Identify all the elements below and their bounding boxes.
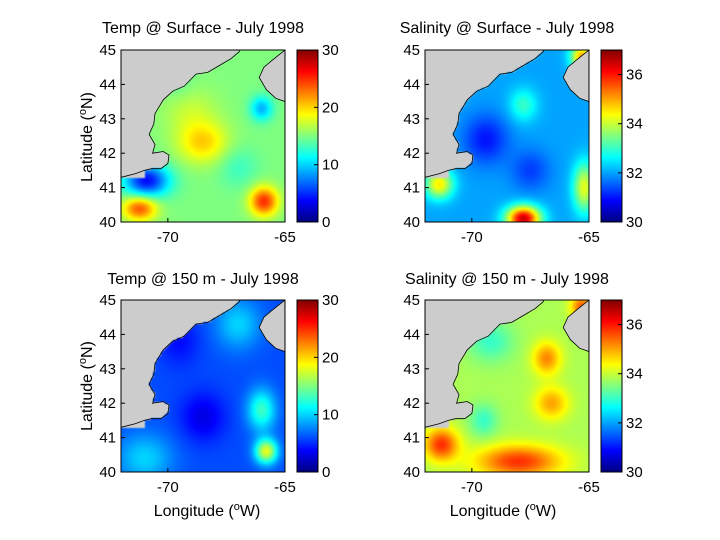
- y-tick-label: 43: [403, 361, 420, 378]
- panel-temp-150m: Temp @ 150 m - July 1998 40 41 42 43 44 45 -70…: [99, 271, 338, 496]
- y-tick-label: 42: [403, 395, 420, 412]
- coastline-nova-scotia: [562, 300, 589, 352]
- colorbar-tick-label: 32: [626, 415, 643, 432]
- panel-title: Temp @ Surface - July 1998: [102, 20, 304, 37]
- colorbar: [600, 299, 623, 473]
- y-tick-label: 42: [99, 395, 116, 412]
- x-tick-label: -70: [157, 479, 179, 496]
- heatmap-field: [121, 300, 285, 472]
- coastline-new-england: [425, 50, 544, 178]
- panel-temp-surface: Temp @ Surface - July 1998 40 41 42 43 44 45 -…: [99, 20, 338, 246]
- y-tick-label: 43: [99, 111, 116, 128]
- colorbar-tick-label: 30: [626, 214, 643, 231]
- y-tick-label: 43: [403, 111, 420, 128]
- colorbar-tick-label: 0: [322, 464, 330, 481]
- x-tick-label: -65: [274, 479, 296, 496]
- y-tick-label: 40: [403, 214, 420, 231]
- colorbar-tick-label: 20: [322, 99, 339, 116]
- x-tick-label: -65: [578, 229, 600, 246]
- x-tick-label: -65: [274, 229, 296, 246]
- panel-title: Temp @ 150 m - July 1998: [107, 271, 299, 288]
- y-tick-label: 45: [403, 292, 420, 309]
- y-axis-label-top: Latitude (oN): [77, 92, 96, 182]
- colorbar: [600, 49, 623, 223]
- colorbar: [296, 299, 319, 473]
- panel-salinity-150m: Salinity @ 150 m - July 1998 40 41 42 43 44 4…: [403, 271, 642, 496]
- colorbar-tick-label: 34: [626, 366, 643, 383]
- panel-salinity-surface: Salinity @ Surface - July 1998 40 41 42 43 4…: [400, 20, 643, 246]
- y-tick-label: 45: [99, 42, 116, 59]
- colorbar-tick-label: 0: [322, 214, 330, 231]
- y-tick-label: 40: [99, 214, 116, 231]
- y-tick-label: 44: [403, 326, 420, 343]
- x-axis-label-left: Longitude (oW): [154, 501, 261, 520]
- map-frame: [120, 49, 286, 223]
- colorbar-tick-label: 10: [322, 157, 339, 174]
- x-axis-label-right: Longitude (oW): [450, 501, 557, 520]
- y-tick-label: 43: [99, 361, 116, 378]
- coastline-nova-scotia: [258, 300, 285, 352]
- colorbar-tick-label: 36: [626, 67, 643, 84]
- heatmap-field: [121, 50, 285, 222]
- map-frame: [120, 299, 286, 473]
- coastline-new-england: [121, 300, 240, 428]
- y-tick-label: 41: [99, 180, 116, 197]
- map-frame: [424, 49, 590, 223]
- x-tick-label: -70: [157, 229, 179, 246]
- y-axis-label-bottom: Latitude (oN): [77, 341, 96, 431]
- colorbar-tick-label: 10: [322, 407, 339, 424]
- y-tick-label: 42: [99, 145, 116, 162]
- heatmap-field: [425, 50, 589, 222]
- colorbar-tick-label: 20: [322, 349, 339, 366]
- colorbar-tick-label: 30: [626, 464, 643, 481]
- coastline-new-england: [121, 50, 240, 178]
- y-tick-label: 41: [99, 430, 116, 447]
- y-tick-label: 42: [403, 145, 420, 162]
- y-tick-label: 40: [99, 464, 116, 481]
- colorbar-tick-label: 34: [626, 116, 643, 133]
- colorbar-tick-label: 30: [322, 292, 339, 309]
- y-tick-label: 41: [403, 180, 420, 197]
- coastline-nova-scotia: [258, 50, 285, 102]
- y-tick-label: 41: [403, 430, 420, 447]
- x-tick-label: -70: [461, 229, 483, 246]
- colorbar-tick-label: 36: [626, 317, 643, 334]
- y-tick-label: 45: [99, 292, 116, 309]
- y-tick-label: 40: [403, 464, 420, 481]
- y-tick-label: 44: [403, 76, 420, 93]
- panel-title: Salinity @ Surface - July 1998: [400, 20, 615, 37]
- y-tick-label: 44: [99, 326, 116, 343]
- y-tick-label: 44: [99, 76, 116, 93]
- map-frame: [424, 299, 590, 473]
- x-tick-label: -70: [461, 479, 483, 496]
- coastline-nova-scotia: [562, 50, 589, 102]
- x-tick-label: -65: [578, 479, 600, 496]
- colorbar-tick-label: 32: [626, 165, 643, 182]
- colorbar-tick-label: 30: [322, 42, 339, 59]
- heatmap-field: [425, 300, 589, 472]
- panel-title: Salinity @ 150 m - July 1998: [405, 271, 609, 288]
- colorbar: [296, 49, 319, 223]
- coastline-new-england: [425, 300, 544, 428]
- y-tick-label: 45: [403, 42, 420, 59]
